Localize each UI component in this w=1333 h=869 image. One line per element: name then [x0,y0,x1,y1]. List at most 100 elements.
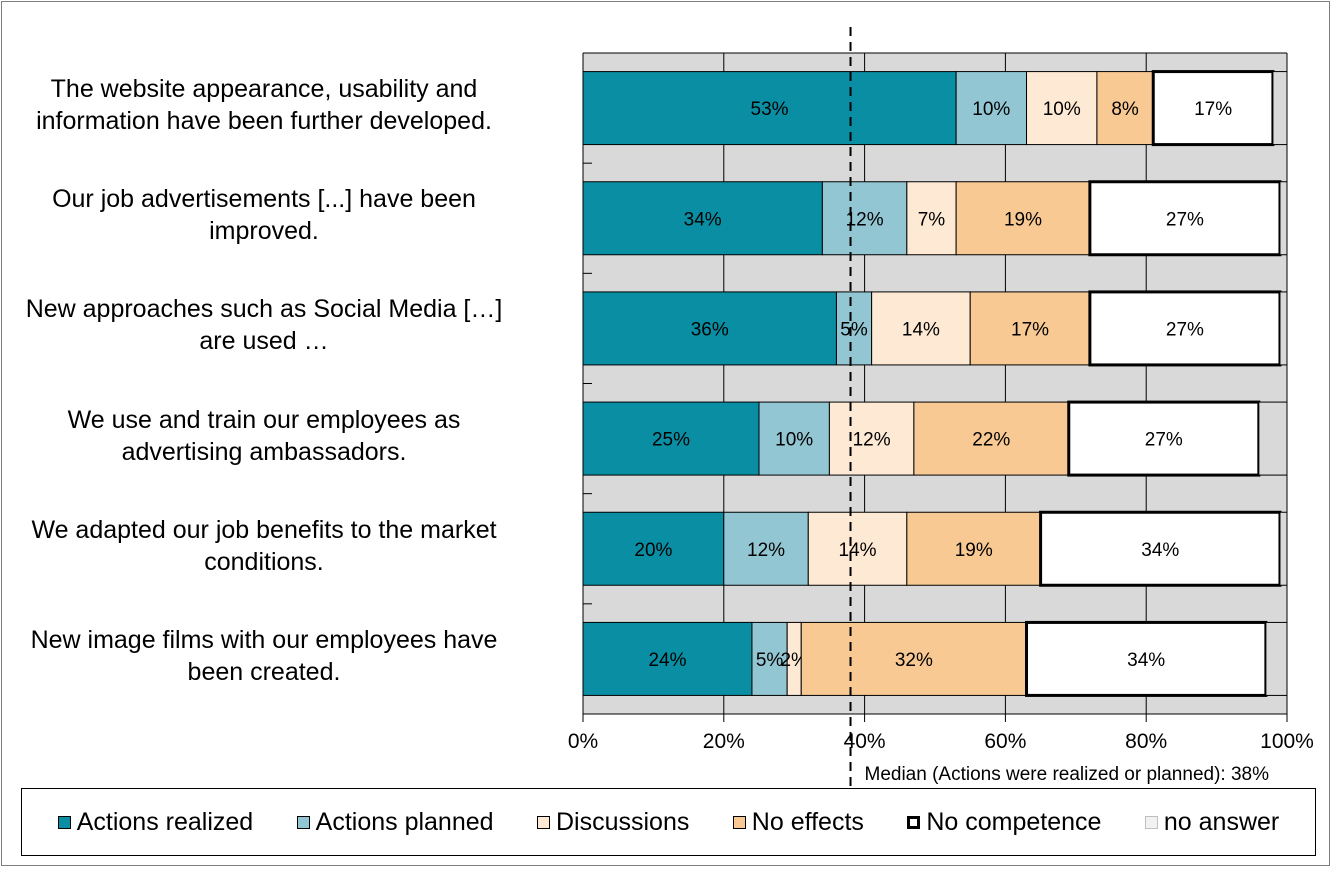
category-label-line: Our job advertisements [...] have been [52,185,476,214]
x-tick-label: 80% [1125,730,1167,753]
category-label-line: New image films with our employees have [30,625,498,654]
legend-item: Actions realized [57,807,254,837]
legend-label: Actions planned [315,807,494,836]
data-label: 19% [955,540,993,561]
legend-swatch [296,815,310,829]
data-label: 27% [1166,319,1204,340]
bar-segment [906,511,1042,586]
bar-segment [913,401,1070,476]
legend-label: No competence [926,807,1102,836]
data-label: 8% [1111,99,1139,120]
category-label-line: We use and train our employees as [67,405,461,434]
bar-segment [906,181,957,256]
data-label: 10% [1043,99,1081,120]
data-label: 20% [634,540,672,561]
data-label: 7% [918,209,946,230]
data-label: 14% [839,540,877,561]
category-label-line: The website appearance, usability and [50,75,478,104]
bar-segment [1088,180,1282,257]
data-label: 5% [840,319,868,340]
legend-item: No effects [732,807,864,837]
data-label: 17% [1194,99,1232,120]
data-label: 34% [684,209,722,230]
data-label: 24% [648,650,686,671]
legend-item: Discussions [536,807,690,837]
bar-segment [1039,510,1282,587]
data-label: 19% [1004,209,1042,230]
legend-swatch [1144,815,1158,829]
data-label: 25% [652,430,690,451]
bar-segment [800,621,1028,696]
bar-segment [1026,71,1098,146]
plot-background [583,53,1287,714]
bar-segment [1088,290,1282,367]
category-label: Our job advertisements [...] have been im… [0,183,544,247]
data-label: 32% [895,650,933,671]
bar-segment [871,291,971,366]
data-label: 36% [691,319,729,340]
bar-segment [955,71,1028,146]
category-label: New image films with our employees have b… [0,624,544,688]
x-tick-label: 20% [703,730,745,753]
category-label-line: We adapted our job benefits to the marke… [31,515,497,544]
category-label-line: advertising ambassadors. [121,437,407,466]
legend-swatch [907,815,921,829]
legend-label: Discussions [555,807,690,836]
bar-segment [1258,401,1288,476]
data-label: 5% [756,650,784,671]
bar-segment [955,181,1091,256]
data-label: 53% [751,99,789,120]
category-label-line: conditions. [204,547,324,576]
bar-segment [582,291,837,366]
bar-segment [1025,620,1268,697]
category-label: We adapted our job benefits to the marke… [0,514,544,578]
category-label-line: are used … [199,327,329,356]
data-label: 17% [1011,319,1049,340]
data-label: 12% [846,209,884,230]
data-label: 12% [853,430,891,451]
bar-segment [758,401,830,476]
category-label-line: New approaches such as Social Media […] [25,295,503,324]
legend-item: Actions planned [296,807,494,837]
data-label: 22% [972,430,1010,451]
bar-segment [582,401,760,476]
category-label: We use and train our employees as adverti… [0,404,544,468]
bar-segment [1067,400,1261,477]
bar-segment [828,401,915,476]
x-tick-label: 60% [984,730,1026,753]
legend-swatch [732,815,746,829]
bar-segment [1272,71,1288,146]
legend-item: no answer [1144,807,1280,837]
data-label: 34% [1141,540,1179,561]
bar-segment [1265,621,1288,696]
bar-segment [1279,291,1288,366]
legend-swatch [536,815,550,829]
x-tick-label: 100% [1260,730,1314,753]
bar-segment [751,621,788,696]
bar-segment [723,511,809,586]
legend-swatch [57,815,71,829]
category-label-line: information have been further developed. [36,107,492,136]
median-label: Median (Actions were realized or planned… [865,764,1270,785]
x-tick-label: 40% [844,730,886,753]
data-label: 14% [902,319,940,340]
legend-label: Actions realized [76,807,254,836]
chart-legend: Actions realized Actions planned Discussio… [21,788,1316,856]
category-label: New approaches such as Social Media […] a… [0,293,544,357]
legend-label: no answer [1163,807,1280,836]
bar-segment [807,511,908,586]
bar-segment [1279,181,1288,256]
data-label: 10% [972,99,1010,120]
category-label-line: improved. [209,217,319,246]
data-label: 10% [775,430,813,451]
category-label: The website appearance, usability and inf… [0,73,544,137]
legend-label: No effects [751,807,864,836]
bar-segment [1279,511,1288,586]
data-label: 27% [1166,209,1204,230]
bar-segment [582,621,753,696]
x-tick-label: 0% [568,730,598,753]
data-label: 12% [747,540,785,561]
bar-segment [835,291,873,366]
data-label: 27% [1145,430,1183,451]
